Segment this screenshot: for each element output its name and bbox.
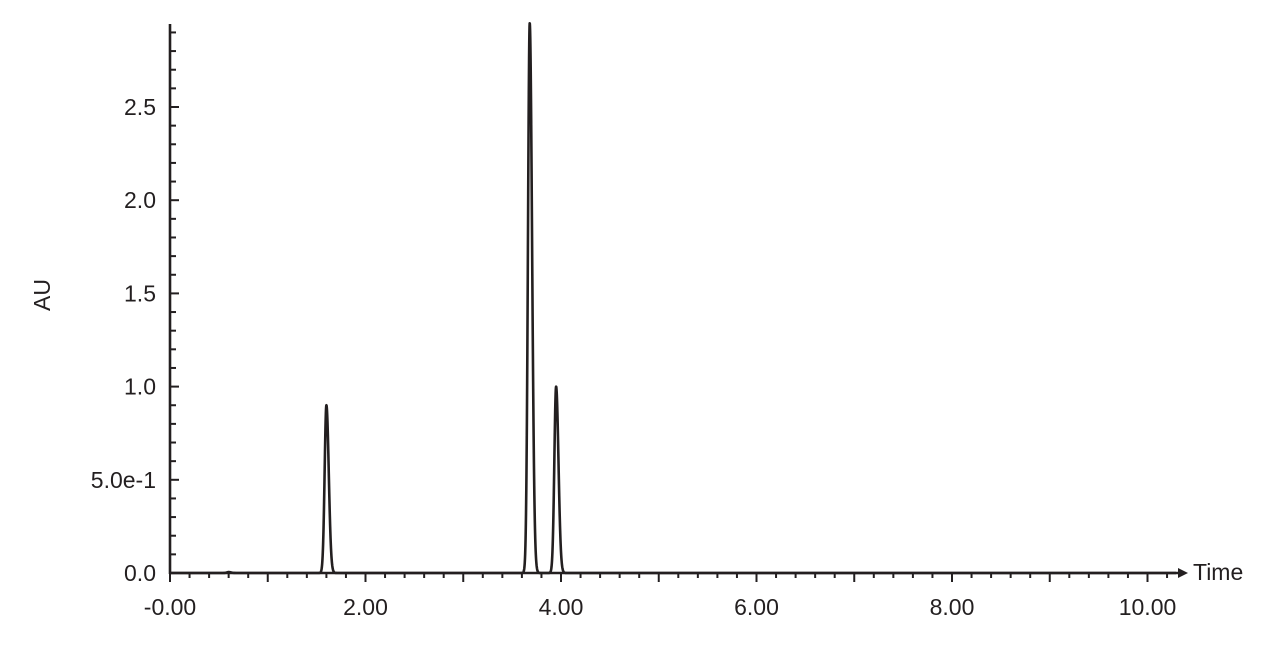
y-tick-label: 0.0 (124, 560, 156, 586)
y-axis-title: AU (29, 279, 55, 311)
x-tick-label: 10.00 (1119, 594, 1177, 620)
y-tick-label: 2.0 (124, 187, 156, 213)
y-axis-ticks: 0.0 5.0e-1 1.0 1.5 2.0 2.5 (91, 31, 179, 586)
x-axis-arrowhead (1178, 568, 1188, 578)
x-tick-label: 2.00 (343, 594, 388, 620)
x-tick-label: 8.00 (930, 594, 975, 620)
x-axis-title: Time (1193, 559, 1243, 585)
y-tick-label: 5.0e-1 (91, 467, 156, 493)
x-tick-label: 6.00 (734, 594, 779, 620)
y-tick-label: 1.0 (124, 374, 156, 400)
x-axis-ticks: -0.00 2.00 4.00 6.00 8.00 10.00 (144, 573, 1177, 620)
y-tick-label: 2.5 (124, 94, 156, 120)
y-tick-label: 1.5 (124, 280, 156, 306)
chromatogram-trace (168, 22, 1178, 575)
x-tick-label: -0.00 (144, 594, 196, 620)
axes (168, 24, 1188, 578)
x-tick-label: 4.00 (539, 594, 584, 620)
